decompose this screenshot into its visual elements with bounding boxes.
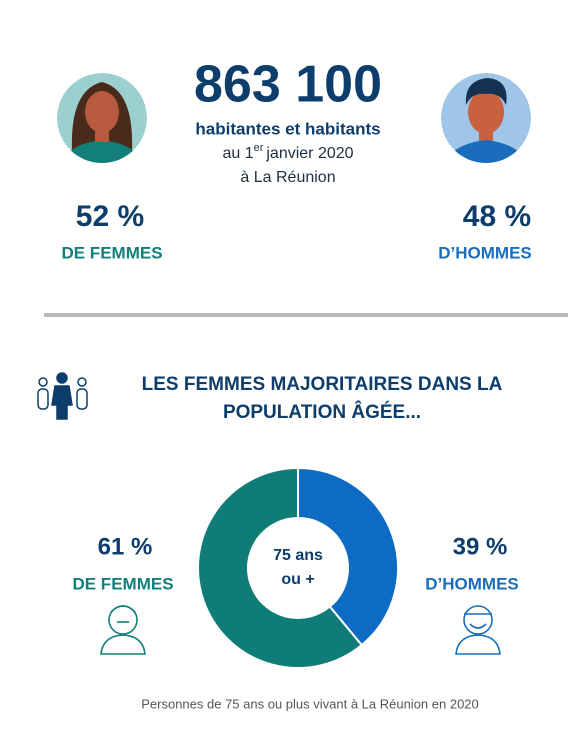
donut-slice: [297, 466, 399, 647]
men-label: D’HOMMES: [438, 243, 532, 262]
donut-value-label: 61 %: [98, 533, 153, 560]
footnote: Personnes de 75 ans ou plus vivant à La …: [141, 696, 479, 711]
woman-avatar: [57, 73, 147, 163]
place: à La Réunion: [240, 169, 335, 186]
elder-man-icon: [455, 605, 501, 655]
section-title: POPULATION ÂGÉE...: [223, 401, 421, 423]
section-title: LES FEMMES MAJORITAIRES DANS LA: [142, 374, 503, 395]
donut: [197, 466, 399, 669]
donut-center: 75 ans: [273, 547, 323, 564]
date-sup: er: [254, 142, 264, 154]
people-icon: [37, 372, 88, 420]
donut-category: D’HOMMES: [425, 574, 519, 593]
subtitle: habitantes et habitants: [195, 119, 380, 138]
women-label: DE FEMMES: [61, 243, 162, 262]
donut-category: DE FEMMES: [72, 574, 173, 593]
donut-value-label: 39 %: [453, 533, 508, 560]
women-share: 52 %: [76, 200, 144, 233]
man-avatar: [441, 73, 531, 163]
donut-slice: [197, 466, 364, 669]
date-suffix: janvier 2020: [265, 145, 353, 162]
men-share: 48 %: [463, 200, 531, 233]
elder-woman-icon: [100, 605, 146, 655]
date: au 1er janvier 2020: [222, 142, 353, 162]
total: 863 100: [194, 56, 382, 114]
date-prefix: au 1: [222, 145, 253, 162]
donut-center: ou +: [281, 571, 314, 588]
